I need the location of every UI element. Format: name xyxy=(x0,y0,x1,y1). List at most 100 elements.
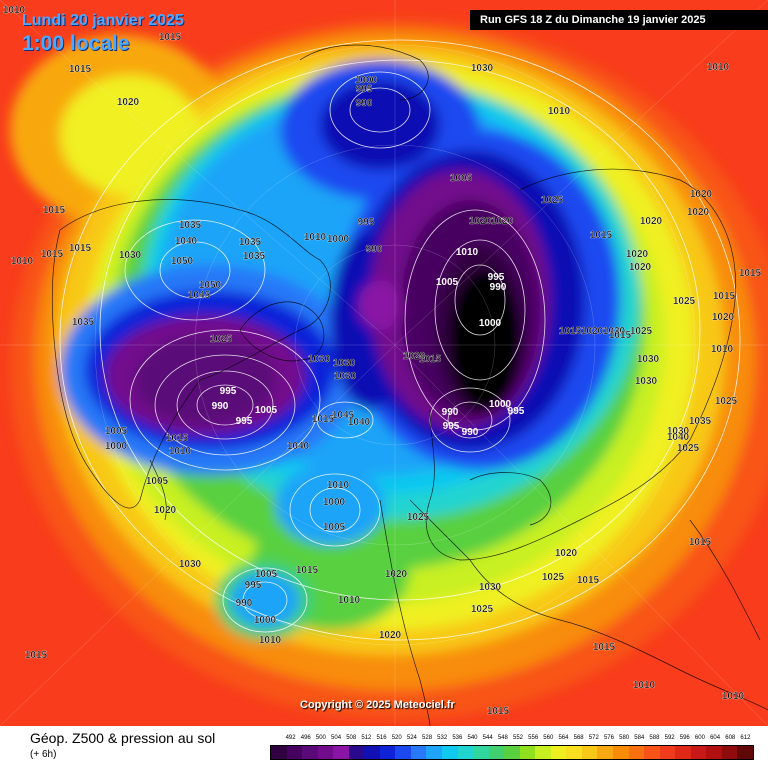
legend-swatch xyxy=(442,746,458,759)
pressure-label: 995 xyxy=(236,416,253,427)
pressure-label: 1020 xyxy=(469,216,492,227)
pressure-label: 1035 xyxy=(243,251,266,262)
pressure-label: 995 xyxy=(220,386,237,397)
forecast-offset: (+ 6h) xyxy=(30,749,57,760)
pressure-label: 995 xyxy=(443,421,460,432)
legend-value-label: 512 xyxy=(361,735,372,741)
legend-value-label: 608 xyxy=(725,735,736,741)
legend-value-label: 516 xyxy=(376,735,387,741)
pressure-label: 995 xyxy=(488,272,505,283)
legend-swatch xyxy=(302,746,318,759)
pressure-label: 1030 xyxy=(119,250,142,261)
legend-swatch xyxy=(581,746,598,759)
pressure-label: 1000 xyxy=(105,441,128,452)
pressure-label: 1020 xyxy=(117,97,140,108)
legend-swatch xyxy=(597,746,614,759)
pressure-label: 1015 xyxy=(43,205,66,216)
legend-swatch xyxy=(644,746,660,759)
pressure-label: 1000 xyxy=(327,234,350,245)
pressure-label: 1010 xyxy=(327,480,350,491)
legend-value-label: 580 xyxy=(619,735,630,741)
legend-swatch xyxy=(457,746,474,759)
pressure-label: 1015 xyxy=(419,354,442,365)
pressure-label: 1035 xyxy=(72,317,95,328)
pressure-label: 1030 xyxy=(308,354,331,365)
legend-swatch xyxy=(473,746,489,759)
pressure-label: 1015 xyxy=(41,249,64,260)
pressure-label: 1015 xyxy=(166,433,189,444)
pressure-label: 1030 xyxy=(637,354,660,365)
pressure-label: 1000 xyxy=(355,75,378,86)
pressure-label: 1020 xyxy=(629,262,652,273)
legend-value-label: 556 xyxy=(528,735,539,741)
pressure-label: 1025 xyxy=(471,604,494,615)
pressure-label: 1000 xyxy=(489,399,512,410)
legend-swatch xyxy=(675,746,691,759)
legend-swatch xyxy=(613,746,629,759)
pressure-label: 1025 xyxy=(541,195,564,206)
legend-value-label: 504 xyxy=(331,735,342,741)
pressure-label: 1015 xyxy=(69,243,92,254)
pressure-label: 1005 xyxy=(436,277,459,288)
pressure-label: 1040 xyxy=(348,417,371,428)
pressure-label: 1040 xyxy=(287,441,310,452)
pressure-label: 1030 xyxy=(471,63,494,74)
legend-value-label: 576 xyxy=(603,735,614,741)
pressure-label: 1040 xyxy=(667,432,690,443)
pressure-label: 1030 xyxy=(667,426,690,437)
legend-value-label: 500 xyxy=(315,735,326,741)
pressure-label: 1010 xyxy=(722,691,745,702)
pressure-label: 1025 xyxy=(677,443,700,454)
pressure-label: 1030 xyxy=(479,582,502,593)
pressure-label: 1025 xyxy=(673,296,696,307)
legend-value-label: 588 xyxy=(649,735,660,741)
legend-value-label: 540 xyxy=(467,735,478,741)
pressure-label: 1020 xyxy=(626,249,649,260)
legend-swatch xyxy=(550,746,567,759)
pressure-label: 1015 xyxy=(559,326,582,337)
pressure-label: 1010 xyxy=(456,247,479,258)
pressure-label: 1010 xyxy=(169,446,192,457)
geopotential-color-fill xyxy=(10,20,768,720)
pressure-label: 1000 xyxy=(323,497,346,508)
pressure-label: 1015 xyxy=(739,268,762,279)
pressure-label: 1050 xyxy=(171,256,194,267)
valid-time: 1:00 locale xyxy=(22,32,130,55)
legend-swatch xyxy=(737,746,753,759)
footer-legend-panel: Géop. Z500 & pression au sol (+ 6h) 492 4… xyxy=(0,726,768,768)
pressure-label: 1005 xyxy=(255,569,278,580)
pressure-label: 995 xyxy=(508,406,525,417)
pressure-label: 1010 xyxy=(11,256,34,267)
pressure-label: 1010 xyxy=(548,106,571,117)
pressure-label: 1020 xyxy=(491,216,514,227)
pressure-label: 1025 xyxy=(210,334,233,345)
pressure-label: 1020 xyxy=(687,207,710,218)
legend-swatch xyxy=(333,746,349,759)
legend-value-label: 552 xyxy=(512,735,524,741)
pressure-label: 1005 xyxy=(105,426,128,437)
pressure-label: 995 xyxy=(356,84,373,95)
pressure-label: 1020 xyxy=(379,630,402,641)
pressure-label: 1020 xyxy=(555,548,578,559)
coastlines xyxy=(51,44,768,726)
legend-swatch xyxy=(317,746,334,759)
pressure-label: 1035 xyxy=(689,416,712,427)
pressure-label: 1010 xyxy=(259,635,282,646)
pressure-label: 1015 xyxy=(312,414,335,425)
legend-swatch xyxy=(379,746,396,759)
legend-swatch xyxy=(535,746,551,759)
pressure-label: 995 xyxy=(358,217,375,228)
legend-swatch xyxy=(395,746,411,759)
legend-value-label: 596 xyxy=(679,735,690,741)
pressure-label: 1005 xyxy=(450,173,473,184)
legend-value-label: 544 xyxy=(482,735,493,741)
valid-date: Lundi 20 janvier 2025 xyxy=(22,12,184,29)
legend-value-label: 600 xyxy=(694,735,705,741)
legend-value-label: 508 xyxy=(346,735,357,741)
legend-swatch xyxy=(271,746,287,759)
legend-swatch xyxy=(488,746,505,759)
legend-swatch xyxy=(519,746,536,759)
pressure-label: 1010 xyxy=(304,232,327,243)
legend-swatch xyxy=(410,746,427,759)
